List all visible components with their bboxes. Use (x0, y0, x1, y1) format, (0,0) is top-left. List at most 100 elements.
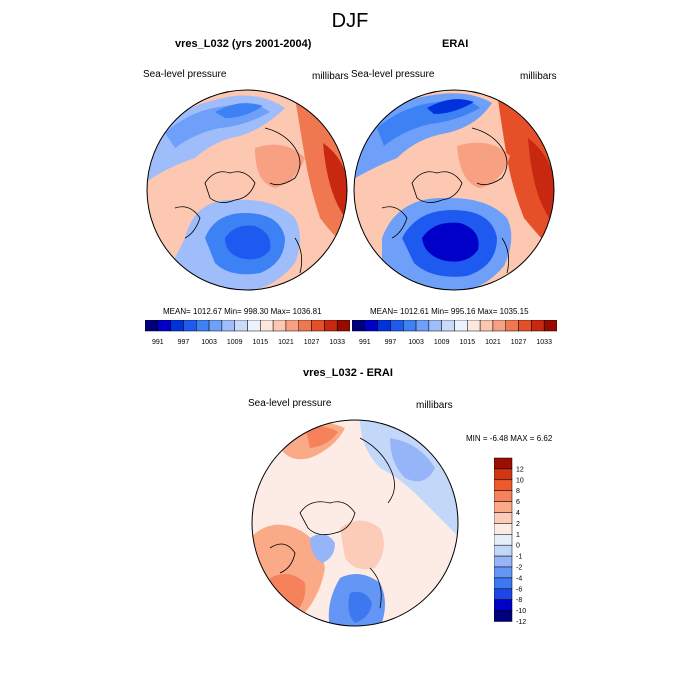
diff-negative-south-core (348, 591, 372, 623)
colorbar-tick-label: 1015 (253, 339, 269, 346)
colorbar-tick-label: -12 (516, 619, 526, 626)
panel-right-title: ERAI (442, 38, 469, 50)
colorbar-swatch (183, 320, 197, 332)
panel-diff-units: millibars (416, 400, 453, 411)
colorbar-swatch (467, 320, 481, 332)
colorbar-swatch (221, 320, 235, 332)
colorbar-tick-label: 991 (359, 339, 371, 346)
diff-positive-north-core (305, 425, 338, 448)
colorbar-tick-label: -1 (516, 554, 522, 561)
panel-right-map (353, 89, 555, 291)
colorbar-swatch (505, 320, 519, 332)
diff-positive-west-core (270, 574, 306, 618)
colorbar-swatch (494, 555, 513, 568)
aleutian-low-inner (427, 99, 474, 114)
colorbar-swatch (390, 320, 404, 332)
panel-left-stats: MEAN= 1012.67 Min= 998.30 Max= 1036.81 (163, 307, 322, 316)
panel-left-colorbar: 991 997 1003 1009 1015 1021 1027 1033 (145, 320, 350, 346)
colorbar-tick-label: 1033 (536, 339, 552, 346)
siberian-high-core (528, 138, 554, 228)
icelandic-low-core (422, 222, 479, 262)
colorbar-tick-label: 1033 (329, 339, 345, 346)
colorbar-tick-label: 1021 (485, 339, 501, 346)
colorbar-tick-label: 8 (516, 488, 520, 495)
panel-left-variable: Sea-level pressure (143, 69, 227, 80)
colorbar-tick-label: 1015 (460, 339, 476, 346)
colorbar-tick-label: 1027 (304, 339, 320, 346)
colorbar-swatch (454, 320, 468, 332)
colorbar-swatch (428, 320, 442, 332)
diff-positive-center (340, 520, 384, 570)
colorbar-swatch (494, 534, 513, 546)
colorbar-swatch (494, 577, 513, 590)
colorbar-tick-label: -10 (516, 608, 526, 615)
panel-diff-map (251, 419, 459, 627)
colorbar-swatch (247, 320, 261, 332)
colorbar-swatch (352, 320, 366, 332)
colorbar-tick-label: -4 (516, 575, 522, 582)
colorbar-swatch (285, 320, 299, 332)
colorbar-swatch (494, 468, 513, 481)
coastlines (381, 127, 510, 274)
colorbar-tick-label: 6 (516, 499, 520, 506)
colorbar-swatch (403, 320, 417, 332)
panel-left-units: millibars (312, 71, 349, 82)
colorbar-swatch (441, 320, 455, 332)
colorbar-tick-label: -6 (516, 586, 522, 593)
panel-left-title: vres_L032 (yrs 2001-2004) (175, 38, 312, 50)
colorbar-swatch (298, 320, 312, 332)
colorbar-tick-label: 1 (516, 532, 520, 539)
colorbar-swatch (260, 320, 274, 332)
diff-negative-center (310, 534, 335, 563)
page-title: DJF (331, 10, 369, 32)
ridge (255, 144, 305, 188)
colorbar-swatch (494, 501, 513, 513)
siberian-high (295, 98, 347, 248)
colorbar-swatch (272, 320, 287, 332)
colorbar-tick-label: 997 (385, 339, 397, 346)
colorbar-tick-label: 1009 (434, 339, 450, 346)
colorbar-tick-label: 1003 (201, 339, 217, 346)
aleutian-low-core (377, 100, 480, 146)
siberian-high-core (323, 143, 347, 223)
coastlines (174, 127, 303, 274)
coastlines (269, 437, 395, 609)
colorbar-swatch (531, 320, 545, 332)
colorbar-swatch (157, 320, 171, 332)
panel-right-variable: Sea-level pressure (351, 69, 435, 80)
colorbar-swatch (494, 457, 513, 470)
colorbar-swatch (494, 610, 513, 622)
colorbar-swatch (494, 566, 513, 579)
icelandic-low-core (225, 225, 271, 260)
colorbar-swatch (336, 320, 350, 332)
colorbar-swatch (196, 320, 210, 332)
colorbar-tick-label: 0 (516, 543, 520, 550)
colorbar-swatch (494, 544, 513, 557)
panel-right-stats: MEAN= 1012.61 Min= 995.16 Max= 1035.15 (370, 307, 529, 316)
colorbar-swatch (479, 320, 494, 332)
colorbar-swatch (494, 599, 513, 611)
colorbar-swatch (494, 479, 513, 491)
colorbar-tick-label: -2 (516, 565, 522, 572)
colorbar-swatch (492, 320, 506, 332)
panel-left-map (146, 89, 348, 291)
colorbar-swatch (208, 320, 223, 332)
colorbar-tick-label: 1021 (278, 339, 294, 346)
diff-negative-east-core (390, 438, 435, 482)
colorbar-swatch (311, 320, 325, 332)
colorbar-tick-label: 1027 (511, 339, 527, 346)
colorbar-tick-label: 4 (516, 510, 520, 517)
panel-right-units: millibars (520, 71, 557, 82)
colorbar-tick-label: -8 (516, 597, 522, 604)
panel-diff-title: vres_L032 - ERAI (303, 367, 393, 379)
colorbar-tick-label: 10 (516, 477, 524, 484)
colorbar-swatch (170, 320, 184, 332)
colorbar-swatch (494, 512, 513, 524)
colorbar-tick-label: 1009 (227, 339, 243, 346)
colorbar-tick-label: 12 (516, 466, 524, 473)
colorbar-swatch (377, 320, 391, 332)
colorbar-swatch (494, 490, 513, 502)
colorbar-tick-label: 2 (516, 521, 520, 528)
colorbar-tick-label: 991 (152, 339, 164, 346)
